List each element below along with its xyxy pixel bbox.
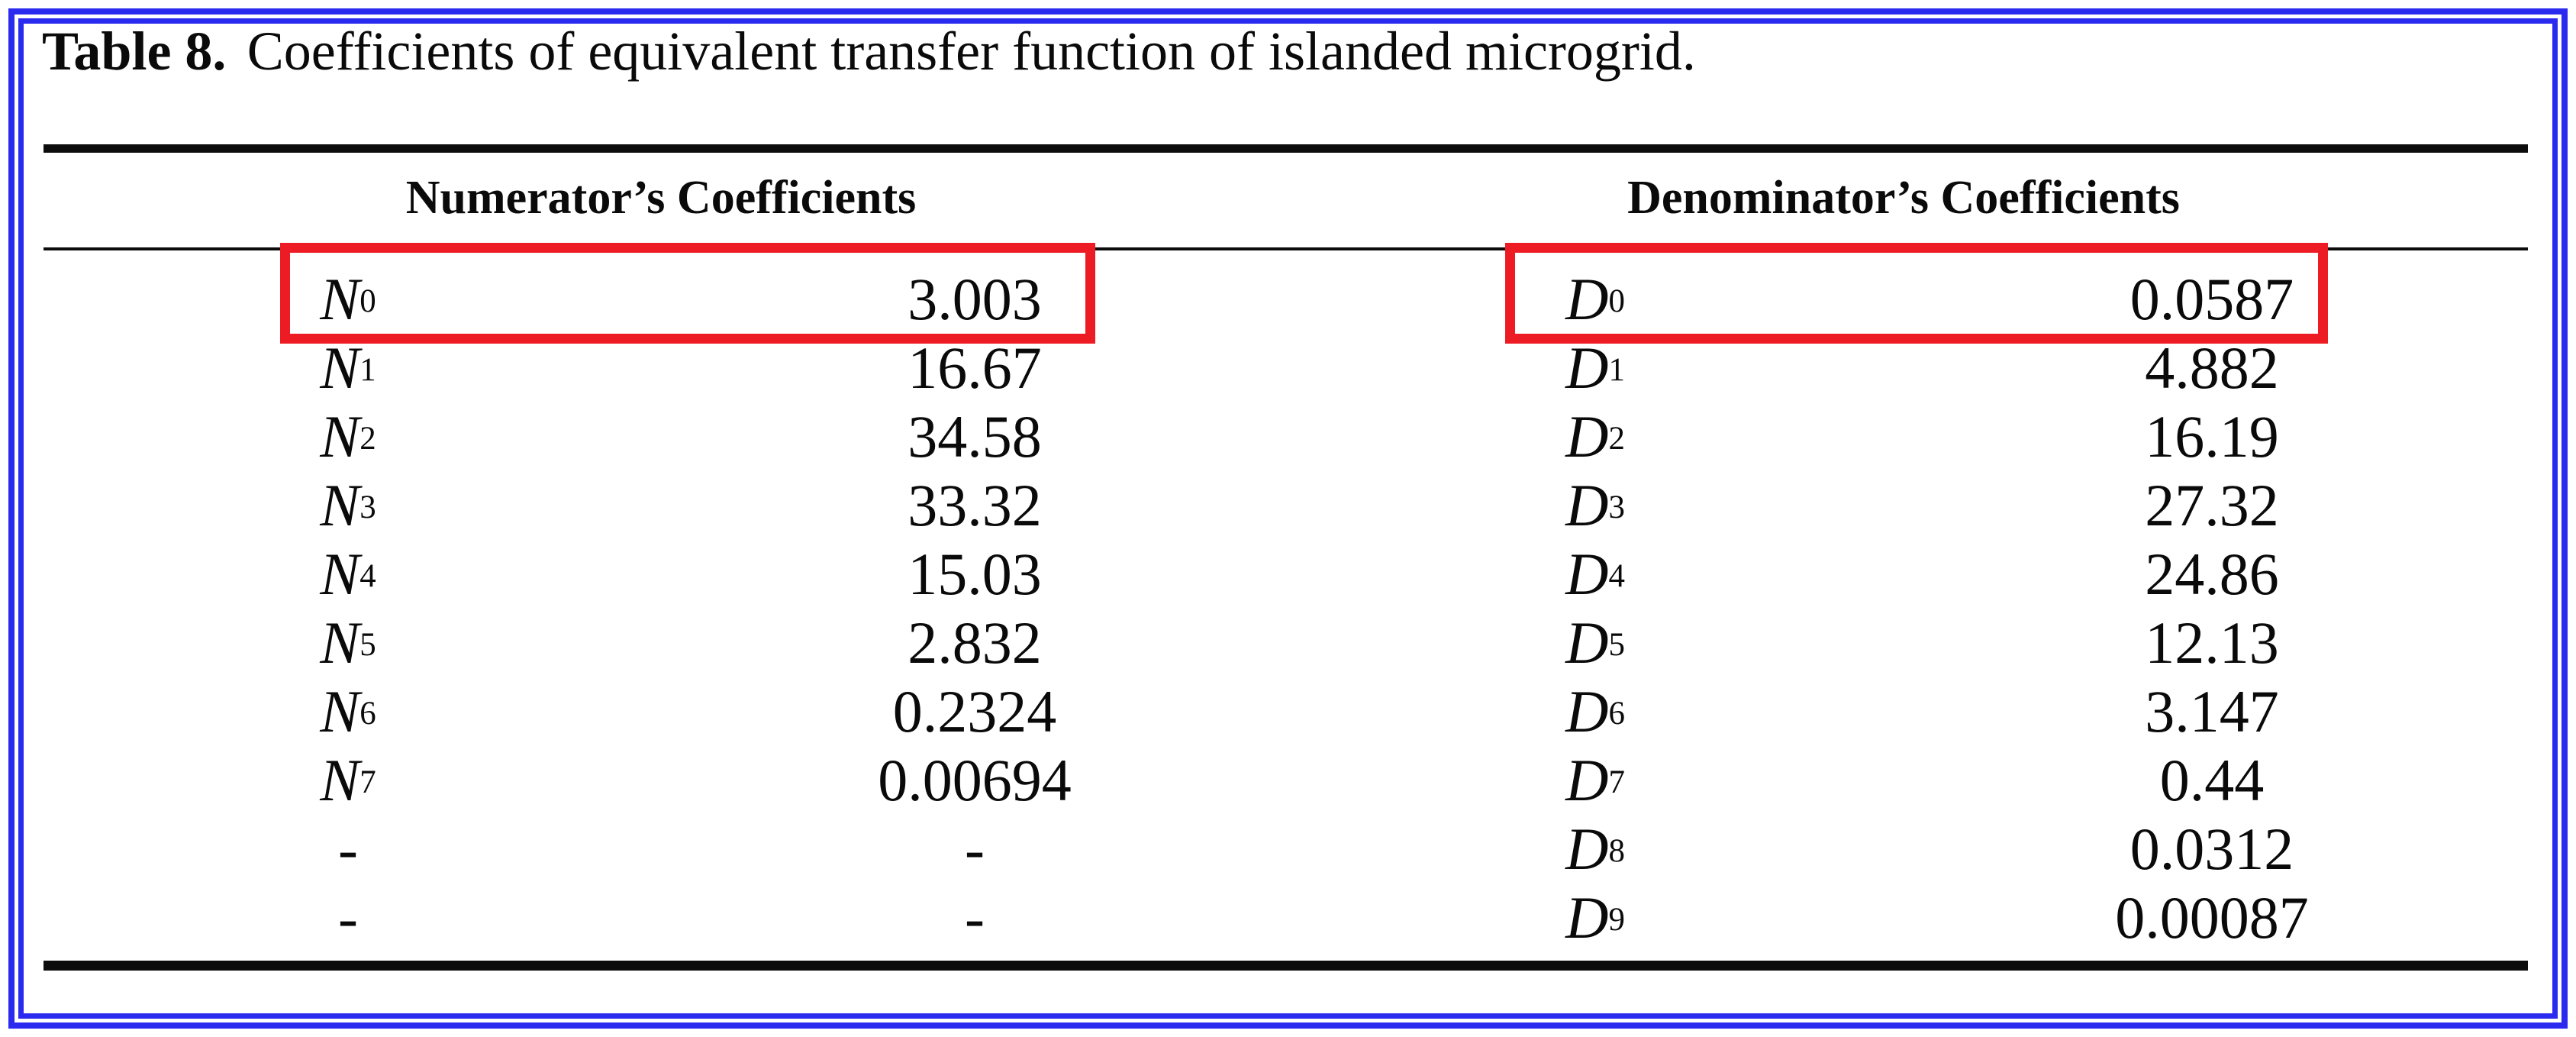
coefficient-value: -: [965, 884, 985, 951]
coefficient-value: 16.19: [2145, 403, 2279, 470]
coefficient-value: 0.0587: [2129, 266, 2294, 332]
label-base: D: [1565, 609, 1609, 676]
label-base: N: [320, 609, 360, 676]
coefficient-value: 0.0312: [2129, 816, 2294, 882]
coefficient-value: 27.32: [2145, 472, 2279, 538]
coefficient-value: 12.13: [2145, 609, 2279, 676]
coefficient-value: 0.2324: [892, 678, 1057, 745]
numerator-header: Numerator’s Coefficients: [405, 172, 917, 224]
table-bottom-rule: [44, 961, 2528, 971]
table-caption: Table 8. Coefficients of equivalent trans…: [42, 21, 1696, 82]
coefficient-value: 3.147: [2145, 678, 2279, 745]
coefficient-value: -: [965, 816, 985, 882]
label-base: N: [320, 266, 360, 332]
coefficient-value: 24.86: [2145, 541, 2279, 607]
label-base: D: [1565, 816, 1609, 882]
label-base: N: [320, 403, 360, 470]
coefficient-value: 16.67: [908, 334, 1042, 401]
label-base: N: [320, 747, 360, 813]
denominator-header: Denominator’s Coefficients: [1627, 172, 2180, 224]
highlight-box-d0: [1505, 243, 2328, 344]
label-base: D: [1565, 334, 1609, 401]
coefficient-value: 0.00694: [878, 747, 1072, 813]
label-base: D: [1565, 266, 1609, 332]
coefficient-value: 0.00087: [2115, 884, 2309, 951]
caption-text: Coefficients of equivalent transfer func…: [247, 21, 1696, 82]
coefficient-label: -: [119, 815, 577, 884]
label-base: -: [338, 816, 358, 882]
label-base: D: [1565, 884, 1609, 951]
coefficient-value: 2.832: [908, 609, 1042, 676]
label-base: D: [1565, 541, 1609, 607]
numerator-value-column: 3.003 16.67 34.58 33.32 15.03 2.832 0.23…: [746, 265, 1204, 952]
label-base: D: [1565, 403, 1609, 470]
label-base: D: [1565, 472, 1609, 538]
label-base: N: [320, 334, 360, 401]
coefficient-value: 4.882: [2145, 334, 2279, 401]
coefficient-label: -: [119, 884, 577, 952]
table-top-rule: [44, 144, 2528, 153]
coefficient-value: 15.03: [908, 541, 1042, 607]
coefficient-value: 33.32: [908, 472, 1042, 538]
header-separator-rule: [44, 247, 2528, 250]
caption-label: Table 8.: [42, 21, 227, 82]
label-base: D: [1565, 678, 1609, 745]
label-base: -: [338, 884, 358, 951]
denominator-value-column: 0.0587 4.882 16.19 27.32 24.86 12.13 3.1…: [1983, 265, 2441, 952]
highlight-box-n0: [280, 243, 1095, 344]
label-base: N: [320, 678, 360, 745]
coefficient-value: 3.003: [908, 266, 1042, 332]
label-base: N: [320, 541, 360, 607]
coefficient-value: 0.44: [2159, 747, 2265, 813]
label-base: D: [1565, 747, 1609, 813]
coefficient-value: 34.58: [908, 403, 1042, 470]
label-base: N: [320, 472, 360, 538]
